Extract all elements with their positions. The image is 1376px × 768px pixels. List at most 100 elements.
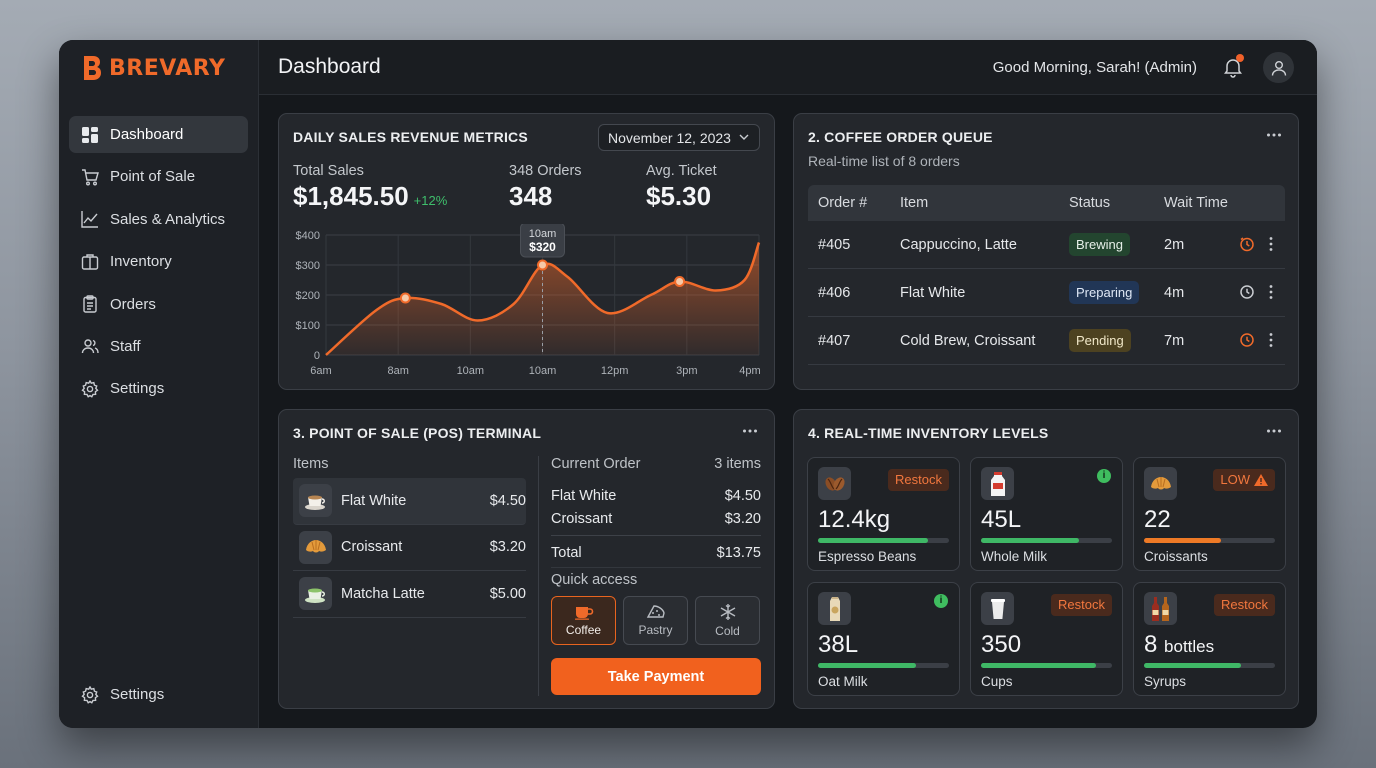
order-number: #405: [818, 237, 851, 253]
inventory-item-whole-milk[interactable]: i 45L Whole Milk: [970, 457, 1123, 571]
row-menu-icon[interactable]: [1269, 284, 1273, 300]
stock-name: Cups: [981, 674, 1013, 689]
quick-cold-button[interactable]: Cold: [695, 596, 760, 645]
sidebar-item-label: Dashboard: [110, 126, 184, 143]
order-item: Cold Brew, Croissant: [900, 333, 1036, 349]
status-badge: Preparing: [1069, 281, 1140, 304]
order-queue-card: 2. COFFEE ORDER QUEUE Real-time list of …: [793, 113, 1299, 390]
restock-badge[interactable]: Restock: [1214, 594, 1275, 616]
coffee-beans-icon: [818, 467, 851, 500]
clock-alert-icon: [1240, 333, 1254, 347]
items-label: Items: [293, 456, 329, 472]
order-line: Croissant $3.20: [551, 511, 761, 527]
sidebar-item-settings[interactable]: Settings: [69, 370, 248, 407]
more-icon[interactable]: [1266, 127, 1282, 143]
bell-icon[interactable]: [1222, 56, 1244, 78]
chart-icon: [81, 211, 98, 228]
more-icon[interactable]: [1266, 423, 1282, 439]
sales-title: DAILY SALES REVENUE METRICS: [293, 129, 528, 145]
take-payment-button[interactable]: Take Payment: [551, 658, 761, 695]
divider: [551, 535, 761, 536]
sidebar-item-staff[interactable]: Staff: [69, 328, 248, 365]
stock-quantity: 22: [1144, 506, 1171, 534]
notification-dot: [1236, 54, 1244, 62]
quick-pastry-button[interactable]: Pastry: [623, 596, 688, 645]
gear-icon: [81, 379, 99, 398]
user-greeting: Good Morning, Sarah! (Admin): [992, 59, 1197, 76]
data-point[interactable]: [399, 292, 411, 304]
brand-logo[interactable]: BREVARY: [81, 54, 225, 82]
sidebar-item-point-of-sale[interactable]: Point of Sale: [69, 158, 248, 195]
status-badge: Pending: [1069, 329, 1131, 352]
stock-bar: [1144, 663, 1275, 668]
table-row[interactable]: #407 Cold Brew, Croissant Pending 7m: [808, 317, 1285, 365]
sales-card: DAILY SALES REVENUE METRICS November 12,…: [278, 113, 775, 390]
x-tick-label: 10am: [457, 365, 485, 377]
info-icon[interactable]: i: [934, 594, 948, 608]
app-window: BREVARY Dashboard Point of Sale Sales & …: [59, 40, 1317, 728]
list-item[interactable]: Flat White $4.50: [293, 478, 526, 525]
item-price: $5.00: [489, 585, 526, 602]
ticket-value: $5.30: [646, 181, 712, 211]
stock-quantity: 350: [981, 631, 1021, 659]
sidebar-item-inventory[interactable]: Inventory: [69, 243, 248, 280]
table-row[interactable]: #406 Flat White Preparing 4m: [808, 269, 1285, 317]
table-row[interactable]: #405 Cappuccino, Latte Brewing 2m: [808, 221, 1285, 269]
inventory-card: 4. REAL-TIME INVENTORY LEVELS Restock 12…: [793, 409, 1299, 709]
avatar[interactable]: [1263, 52, 1294, 83]
data-point[interactable]: [537, 259, 548, 271]
sidebar-item-label: Staff: [110, 337, 141, 355]
y-tick-label: $300: [296, 260, 320, 272]
inventory-item-croissants[interactable]: LOW 22 Croissants: [1133, 457, 1286, 571]
quick-label: Coffee: [565, 623, 602, 637]
stock-bar-fill: [818, 663, 917, 668]
chart-tooltip: 10am $320: [520, 224, 565, 258]
date-select[interactable]: November 12, 2023: [598, 124, 760, 151]
coffee-icon: [574, 607, 593, 620]
quick-label: Pastry: [638, 623, 673, 637]
order-line: Flat White $4.50: [551, 488, 761, 504]
pos-title: 3. POINT OF SALE (POS) TERMINAL: [293, 425, 542, 441]
list-item[interactable]: Croissant $3.20: [293, 525, 526, 571]
croissant-icon: [1144, 467, 1177, 500]
stock-bar: [818, 538, 949, 543]
order-number: #406: [818, 285, 851, 301]
stock-name: Whole Milk: [981, 549, 1048, 564]
data-point[interactable]: [674, 276, 686, 287]
more-icon[interactable]: [742, 423, 758, 439]
chevron-down-icon: [739, 134, 749, 140]
queue-title: 2. COFFEE ORDER QUEUE: [808, 129, 993, 145]
restock-badge[interactable]: Restock: [888, 469, 949, 491]
cart-icon: [82, 169, 99, 186]
list-item[interactable]: Matcha Latte $5.00: [293, 571, 526, 618]
sidebar-item-label: Point of Sale: [110, 168, 196, 186]
current-order-header: Current Order 3 items: [551, 456, 761, 472]
queue-subtitle: Real-time list of 8 orders: [808, 153, 960, 169]
current-order-count: 3 items: [714, 456, 761, 472]
sidebar-item-sales-analytics[interactable]: Sales & Analytics: [69, 201, 248, 238]
total-sales-label: Total Sales: [293, 163, 364, 179]
inventory-item-espresso-beans[interactable]: Restock 12.4kg Espresso Beans: [807, 457, 960, 571]
stock-name: Syrups: [1144, 674, 1187, 689]
inventory-item-syrups[interactable]: Restock 8 bottles Syrups: [1133, 582, 1286, 696]
sidebar-item-orders[interactable]: Orders: [69, 286, 248, 323]
orders-value: 348: [509, 181, 553, 211]
y-tick-label: $200: [296, 290, 320, 302]
users-icon: [81, 339, 99, 354]
restock-badge[interactable]: Restock: [1051, 594, 1112, 616]
wait-time: 7m: [1164, 333, 1185, 349]
inventory-item-oat-milk[interactable]: i 38L Oat Milk: [807, 582, 960, 696]
row-menu-icon[interactable]: [1269, 332, 1273, 348]
row-menu-icon[interactable]: [1269, 236, 1273, 252]
quick-coffee-button[interactable]: Coffee: [551, 596, 616, 645]
col-status: Status: [1069, 195, 1111, 211]
info-icon[interactable]: i: [1097, 469, 1111, 483]
brand-name: BREVARY: [109, 55, 226, 81]
inventory-item-cups[interactable]: Restock 350 Cups: [970, 582, 1123, 696]
total-value: $13.75: [716, 545, 761, 561]
item-price: $4.50: [489, 492, 526, 509]
sidebar-item-settings-bottom[interactable]: Settings: [69, 676, 248, 713]
sidebar-item-dashboard[interactable]: Dashboard: [69, 116, 248, 153]
low-stock-badge[interactable]: LOW: [1213, 469, 1275, 491]
x-tick-label: 10am: [529, 365, 557, 377]
